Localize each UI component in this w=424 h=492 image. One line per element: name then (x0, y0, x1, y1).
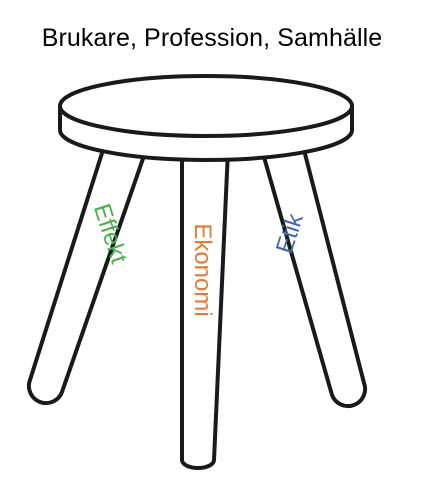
stool-leg-center (180, 148, 230, 470)
leg-label-ekonomi: Ekonomi (189, 223, 216, 316)
stool-seat (58, 74, 354, 162)
stool-leg-left (26, 148, 148, 406)
stool-leg-right (260, 148, 368, 409)
diagram-title: Brukare, Profession, Samhälle (41, 24, 383, 52)
